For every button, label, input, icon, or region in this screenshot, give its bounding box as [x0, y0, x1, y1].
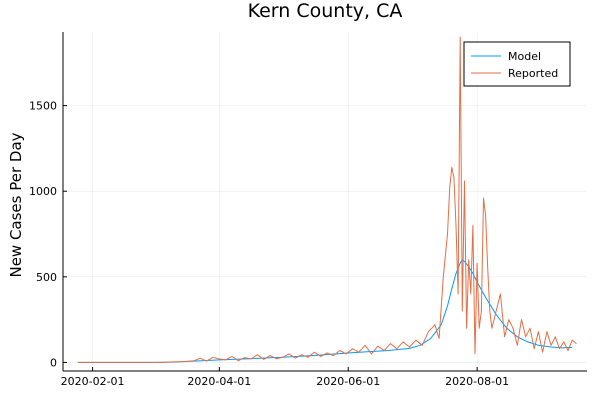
legend-label-reported: Reported	[508, 67, 558, 80]
chart-title: Kern County, CA	[248, 0, 403, 22]
y-tick-label: 500	[36, 271, 57, 284]
x-tick-label: 2020-04-01	[187, 375, 251, 388]
x-tick-label: 2020-08-01	[445, 375, 509, 388]
y-axis-label: New Cases Per Day	[7, 132, 25, 277]
legend: Model Reported	[463, 41, 571, 87]
legend-box	[463, 41, 571, 87]
axes	[62, 32, 587, 372]
y-tick-label: 1500	[29, 100, 57, 113]
tick-labels: 2020-02-01 2020-04-01 2020-06-01 2020-08-01…	[29, 100, 509, 388]
series-line-reported	[77, 36, 577, 363]
x-tick-label: 2020-06-01	[316, 375, 380, 388]
y-tick-label: 0	[50, 356, 57, 369]
x-tick-label: 2020-02-01	[61, 375, 125, 388]
series-line-model	[77, 259, 573, 363]
legend-label-model: Model	[508, 50, 541, 63]
y-tick-label: 1000	[29, 185, 57, 198]
series-lines	[77, 36, 577, 363]
